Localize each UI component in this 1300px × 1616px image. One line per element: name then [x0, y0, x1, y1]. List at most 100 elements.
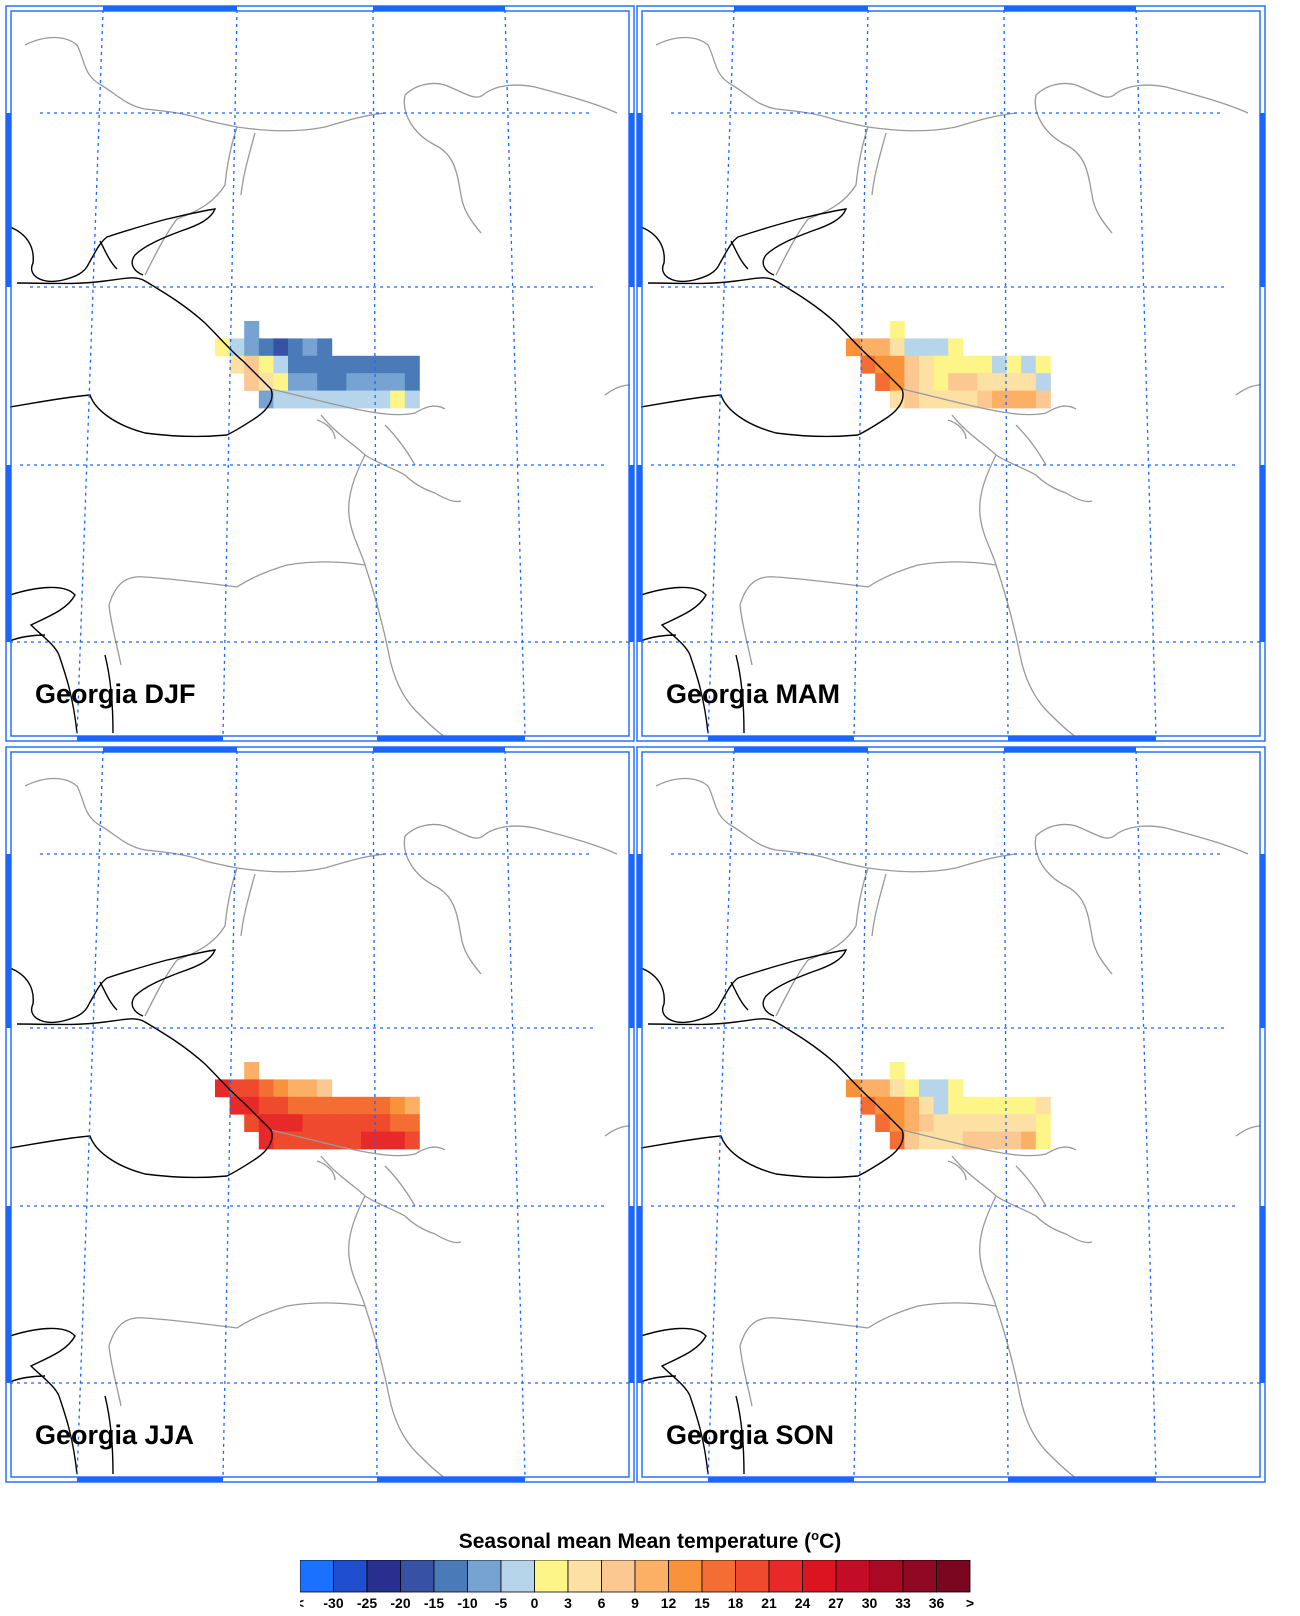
data-cell [962, 355, 978, 374]
country-border [108, 604, 122, 666]
colorbar-tick-label: -20 [390, 1595, 410, 1608]
data-cell [331, 355, 347, 374]
colorbar-tick-label: 24 [795, 1595, 811, 1608]
data-cell [860, 338, 876, 357]
country-border [979, 454, 997, 566]
colorbar-swatch [634, 1560, 669, 1593]
colorbar-swatch [534, 1560, 569, 1593]
country-border [604, 1125, 630, 1137]
data-cell [404, 373, 420, 391]
gridline [1003, 10, 1009, 737]
data-cell [889, 321, 905, 339]
data-cell [919, 1079, 934, 1098]
data-cell [331, 1114, 347, 1132]
colorbar-tick-label: 33 [895, 1595, 911, 1608]
country-border [404, 82, 618, 114]
data-cell [962, 1096, 978, 1115]
country-border [24, 777, 238, 869]
coastline [689, 654, 709, 734]
country-border [384, 424, 416, 466]
map-canvas [5, 746, 635, 1483]
data-cell [331, 1131, 347, 1150]
coastline [104, 1395, 114, 1475]
data-cell [302, 1096, 318, 1115]
country-border [108, 576, 238, 606]
country-border [995, 1305, 1047, 1452]
gridline [1135, 751, 1157, 1478]
data-cell [361, 1131, 376, 1150]
data-cell [288, 355, 303, 374]
colorbar-tick-label: 36 [929, 1595, 945, 1608]
coastline [10, 1375, 46, 1383]
colorbar-swatch [668, 1560, 703, 1593]
data-cell [273, 338, 289, 357]
colorbar-swatch [300, 1560, 334, 1593]
coastline [641, 1375, 677, 1383]
country-border [947, 1160, 967, 1181]
data-cell [992, 1131, 1007, 1150]
data-cell [889, 338, 905, 357]
coastline [857, 1129, 904, 1177]
country-border [270, 388, 446, 416]
country-border [1235, 1125, 1261, 1137]
data-cell [919, 373, 934, 391]
data-cell [1035, 355, 1051, 374]
data-cell [977, 355, 993, 374]
colorbar-tick-label: -5 [495, 1595, 508, 1608]
country-border [951, 1155, 1093, 1244]
gridline [853, 751, 869, 1478]
data-cell [375, 390, 391, 409]
colorbar-swatch [333, 1560, 368, 1593]
data-cell [390, 355, 406, 374]
colorbar-swatch [835, 1560, 870, 1593]
panel-title: Georgia MAM [666, 679, 841, 709]
data-cell [215, 1079, 230, 1098]
colorbar-tick-label: > [966, 1595, 974, 1608]
data-cell [860, 1079, 876, 1098]
coastline [730, 981, 749, 1011]
data-cell [1035, 1114, 1051, 1132]
colorbar-tick-label: 9 [631, 1595, 639, 1608]
data-cell [919, 338, 934, 357]
data-cell [244, 373, 260, 391]
colorbar-title: Seasonal mean Mean temperature (oC) [458, 1528, 842, 1553]
colorbar-tick-label: < [300, 1595, 304, 1608]
map-frame [5, 5, 635, 742]
country-border [240, 873, 256, 937]
colorbar-swatch [500, 1560, 535, 1593]
coastline [641, 226, 721, 282]
data-cell [317, 1114, 333, 1132]
country-border [270, 1129, 446, 1157]
data-cell [904, 1096, 920, 1115]
coastline [641, 1135, 859, 1179]
data-cell [1035, 1096, 1051, 1115]
data-cell [346, 1096, 362, 1115]
data-cell [1021, 1131, 1037, 1150]
coastline [730, 240, 749, 270]
data-cell [875, 355, 891, 374]
data-cell [962, 1114, 978, 1132]
data-cell [244, 1062, 260, 1080]
data-cell [346, 1131, 362, 1150]
coastline [10, 586, 76, 656]
data-cell [948, 1131, 964, 1150]
colorbar-tick-label: -30 [323, 1595, 343, 1608]
data-cell [919, 1096, 934, 1115]
data-cell [948, 338, 964, 357]
data-cell [962, 373, 978, 391]
data-cell [346, 390, 362, 409]
coastline [719, 208, 848, 276]
colorbar-swatch [400, 1560, 435, 1593]
data-cell [992, 1096, 1007, 1115]
data-cell [258, 1079, 274, 1098]
data-cell [317, 373, 333, 391]
data-cell [302, 1131, 318, 1150]
country-border [775, 959, 809, 1017]
data-cell [215, 338, 230, 357]
data-cell [933, 338, 949, 357]
gridline [76, 751, 104, 1478]
data-cell [933, 1131, 949, 1150]
data-cell [933, 355, 949, 374]
data-cell [948, 1079, 964, 1098]
colorbar-tick-label: 18 [728, 1595, 744, 1608]
